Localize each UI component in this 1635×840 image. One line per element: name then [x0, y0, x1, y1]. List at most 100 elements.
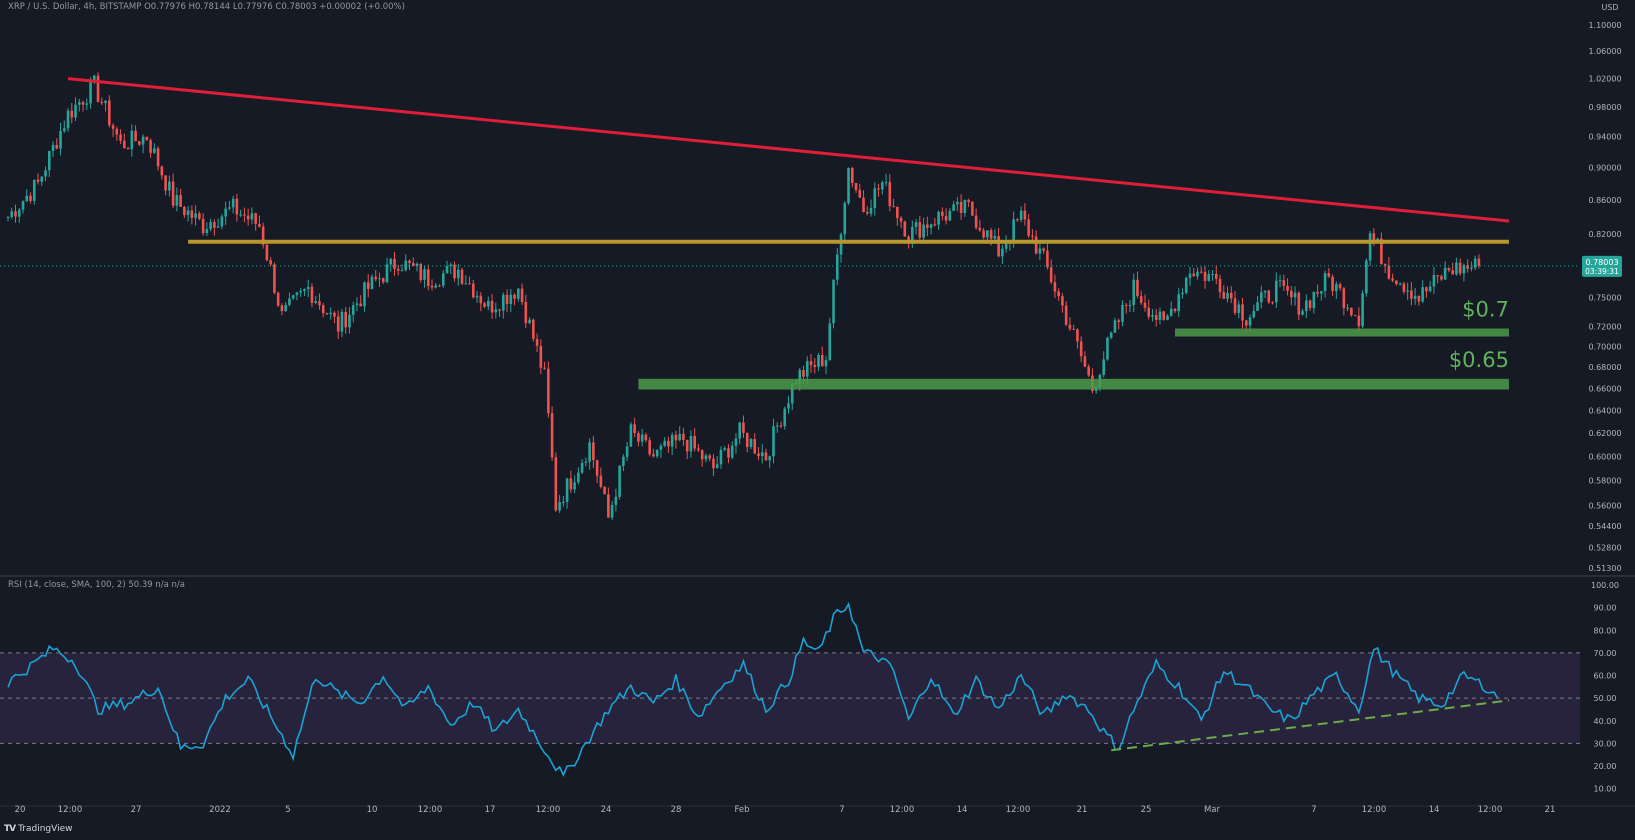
- candle-body: [175, 194, 179, 206]
- candle-body: [667, 440, 670, 447]
- candle-body: [670, 434, 674, 447]
- candle-body: [1417, 295, 1421, 302]
- candle-body: [997, 236, 1000, 257]
- candle-body: [1004, 243, 1008, 249]
- candle-body: [179, 194, 182, 207]
- candle-body: [1076, 329, 1079, 342]
- candle-body: [145, 136, 149, 141]
- candle-body: [479, 295, 483, 304]
- candle-body: [32, 179, 36, 201]
- candle-body: [1357, 315, 1361, 327]
- candle-body: [464, 283, 468, 285]
- time-tick-label: 14: [957, 805, 968, 815]
- candle-body: [415, 263, 419, 267]
- candle-body: [873, 188, 877, 208]
- candle-body: [89, 80, 92, 104]
- candle-body: [986, 230, 989, 238]
- rsi-line[interactable]: [7, 601, 1499, 777]
- candle-body: [1046, 250, 1049, 268]
- candle-body: [355, 303, 359, 306]
- candle-body: [588, 442, 591, 462]
- candle-body: [881, 182, 884, 190]
- footer[interactable]: TV TradingView: [4, 824, 73, 834]
- candle-body: [62, 128, 66, 132]
- candle-body: [952, 204, 955, 211]
- candle-body: [295, 292, 299, 296]
- candle-body: [565, 478, 569, 502]
- candle-body: [385, 264, 389, 283]
- candle-body: [678, 433, 681, 441]
- candle-body: [1432, 275, 1436, 287]
- candle-body: [1421, 287, 1424, 302]
- candle-body: [971, 201, 974, 216]
- descending-resistance-line[interactable]: [67, 77, 1510, 223]
- price-tick-label: 0.54400: [1588, 522, 1621, 531]
- price-tick-label: 0.56000: [1588, 501, 1621, 510]
- candle-body: [123, 140, 126, 148]
- candle-body: [1181, 292, 1184, 295]
- candle-body: [944, 215, 948, 221]
- candle-body: [1275, 280, 1278, 303]
- rsi-tick-label: 60.00: [1594, 672, 1617, 681]
- candle-body: [805, 361, 809, 377]
- candle-body: [502, 294, 505, 311]
- candle-body: [310, 286, 314, 303]
- candle-body: [336, 316, 340, 332]
- candle-body: [869, 207, 873, 214]
- candle-body: [929, 224, 933, 228]
- candle-body: [1049, 267, 1053, 283]
- candle-body: [858, 189, 862, 198]
- candle-body: [828, 323, 832, 361]
- support-zone[interactable]: [1174, 328, 1509, 337]
- candle-body: [843, 203, 847, 235]
- candle-body: [17, 209, 21, 217]
- price-axis-panel[interactable]: [1580, 0, 1635, 840]
- candle-body: [209, 222, 212, 230]
- currency-label: USD: [1601, 3, 1618, 12]
- candle-body: [914, 222, 918, 227]
- countdown-label: 03:39:31: [1585, 267, 1619, 276]
- candle-body: [1188, 273, 1192, 278]
- candle-body: [224, 208, 227, 217]
- candle-body: [460, 269, 464, 284]
- candle-body: [438, 285, 441, 287]
- price-tick-label: 1.10000: [1588, 21, 1621, 30]
- candle-body: [749, 439, 753, 447]
- candle-body: [614, 496, 618, 505]
- candle-body: [318, 301, 321, 306]
- symbol-label: XRP / U.S. Dollar, 4h, BITSTAMP: [8, 2, 142, 12]
- candle-body: [1436, 275, 1439, 277]
- candle-body: [393, 258, 396, 269]
- time-tick-label: 10: [367, 805, 378, 815]
- candle-body: [1199, 271, 1203, 273]
- candle-body: [1064, 305, 1068, 325]
- price-tick-label: 0.75000: [1588, 293, 1621, 302]
- candle-body: [937, 211, 940, 225]
- price-tick-label: 0.68000: [1588, 363, 1621, 372]
- candle-body: [543, 367, 546, 369]
- candle-body: [1372, 233, 1376, 241]
- candle-body: [411, 263, 415, 267]
- current-price-badge: [1582, 255, 1622, 277]
- candle-body: [1143, 302, 1147, 308]
- candle-body: [1455, 262, 1458, 275]
- candle-body: [430, 285, 434, 288]
- candle-body: [918, 222, 922, 238]
- candle-body: [190, 210, 194, 218]
- candle-body: [456, 269, 460, 279]
- candle-body: [775, 425, 779, 427]
- candle-body: [1132, 279, 1136, 306]
- candle-body: [363, 282, 366, 307]
- candle-body: [494, 309, 498, 313]
- candle-body: [471, 283, 475, 298]
- candle-body: [967, 199, 970, 202]
- candle-body: [535, 338, 539, 346]
- candle-body: [250, 213, 254, 220]
- rsi-support-trendline[interactable]: [1111, 699, 1510, 752]
- candle-body: [1350, 307, 1353, 316]
- candle-body: [269, 260, 272, 265]
- candle-body: [850, 168, 854, 183]
- candle-body: [449, 264, 453, 266]
- support-zone[interactable]: [638, 378, 1509, 390]
